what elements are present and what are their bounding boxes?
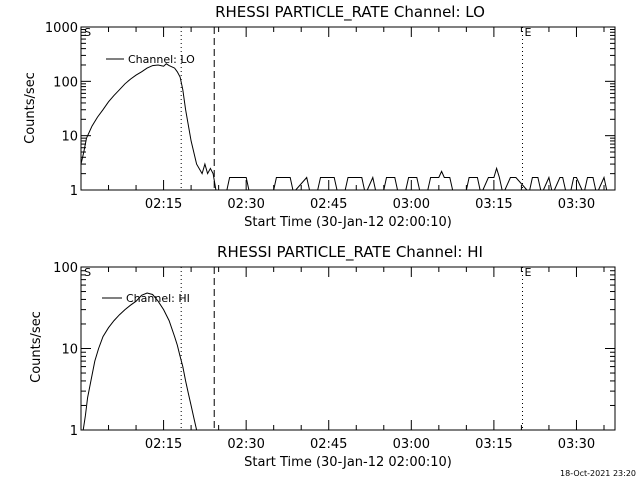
series-line-lo	[80, 63, 615, 191]
y-axis-label-hi: Counts/sec	[29, 311, 44, 383]
x-axis-hi: 02:15 02:30 02:45 03:00 03:15 03:30	[80, 267, 605, 452]
y-axis-hi: 1 10 100	[53, 261, 615, 439]
x-tick-label: 02:30	[227, 197, 264, 212]
x-axis-label-hi: Start Time (30-Jan-12 02:00:10)	[244, 455, 452, 470]
time-marker-label: E	[525, 26, 532, 39]
y-tick-label: 10	[61, 130, 78, 145]
chart-title-lo: RHESSI PARTICLE_RATE Channel: LO	[215, 3, 485, 22]
y-tick-label: 10	[61, 343, 78, 358]
time-marker-label: S	[84, 26, 91, 39]
y-tick-label: 1	[70, 424, 78, 439]
y-tick-label: 1	[70, 184, 78, 199]
time-marker-label: E	[525, 266, 532, 279]
chart-title-hi: RHESSI PARTICLE_RATE Channel: HI	[217, 243, 483, 262]
panel-lo: RHESSI PARTICLE_RATE Channel: LO 1101001…	[23, 3, 616, 230]
y-axis-lo: 1 10 100 1000	[45, 21, 615, 199]
x-tick-label: 02:45	[310, 437, 347, 452]
x-tick-label: 03:15	[475, 437, 512, 452]
plot-frame-lo	[80, 26, 616, 191]
series-line-hi	[82, 292, 198, 431]
x-tick-label: 02:45	[310, 197, 347, 212]
y-tick-label: 100	[53, 75, 78, 90]
legend-label-hi: Channel: HI	[126, 292, 190, 305]
x-tick-label: 02:15	[145, 197, 182, 212]
x-tick-label: 02:30	[227, 437, 264, 452]
x-axis-lo: 02:15 02:30 02:45 03:00 03:15 03:30	[80, 27, 605, 212]
legend-label-lo: Channel: LO	[128, 53, 195, 66]
x-tick-label: 03:00	[393, 437, 430, 452]
x-tick-label: 03:00	[393, 197, 430, 212]
panel-hi: RHESSI PARTICLE_RATE Channel: HI 110100 …	[29, 243, 616, 470]
y-tick-label: 100	[53, 261, 78, 276]
y-tick-label: 1000	[45, 21, 78, 36]
y-axis-label-lo: Counts/sec	[23, 72, 38, 144]
x-tick-label: 03:30	[558, 437, 595, 452]
footer-timestamp: 18-Oct-2021 23:20	[560, 469, 636, 478]
x-tick-label: 03:30	[558, 197, 595, 212]
x-tick-label: 02:15	[145, 437, 182, 452]
time-marker-label: S	[84, 266, 91, 279]
x-tick-label: 03:15	[475, 197, 512, 212]
x-axis-label-lo: Start Time (30-Jan-12 02:00:10)	[244, 215, 452, 230]
